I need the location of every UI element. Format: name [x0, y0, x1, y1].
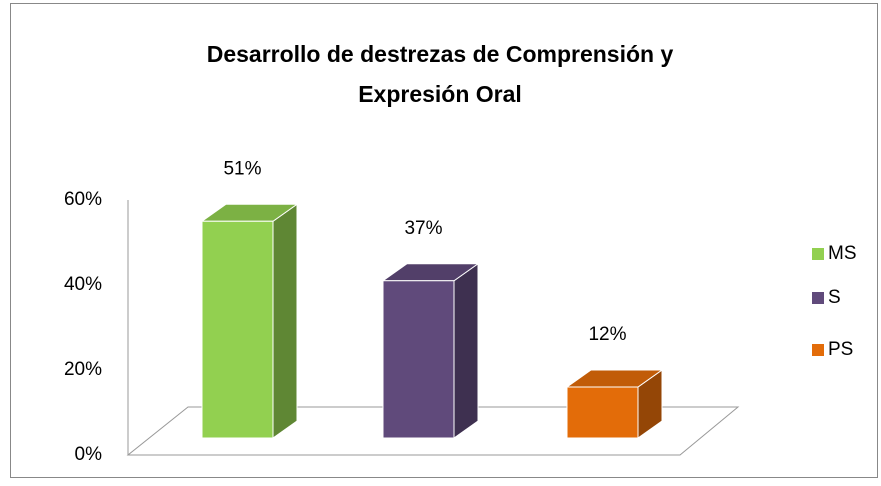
y-tick-label: 20%: [64, 359, 102, 380]
legend-label: PS: [828, 339, 853, 360]
y-tick-label: 0%: [75, 444, 103, 465]
legend-label: MS: [828, 243, 857, 264]
legend-swatch: [812, 248, 824, 260]
bar-side: [453, 262, 479, 439]
data-label: 51%: [223, 158, 261, 179]
chart-title: Desarrollo de destrezas de Comprensión y: [207, 41, 674, 67]
data-label: 12%: [588, 324, 626, 345]
bar-front: [566, 386, 639, 439]
legend-swatch: [812, 292, 824, 304]
legend-swatch: [812, 344, 824, 356]
bar-side: [272, 203, 298, 439]
chart-title: Expresión Oral: [358, 81, 522, 107]
bar: [565, 369, 664, 439]
bar-front: [382, 280, 455, 439]
bar: [200, 203, 299, 439]
legend-label: S: [828, 287, 841, 308]
data-label: 37%: [404, 218, 442, 239]
y-tick-label: 60%: [64, 189, 102, 210]
bar: [381, 262, 480, 439]
bar-front: [201, 220, 274, 439]
y-tick-label: 40%: [64, 274, 102, 295]
